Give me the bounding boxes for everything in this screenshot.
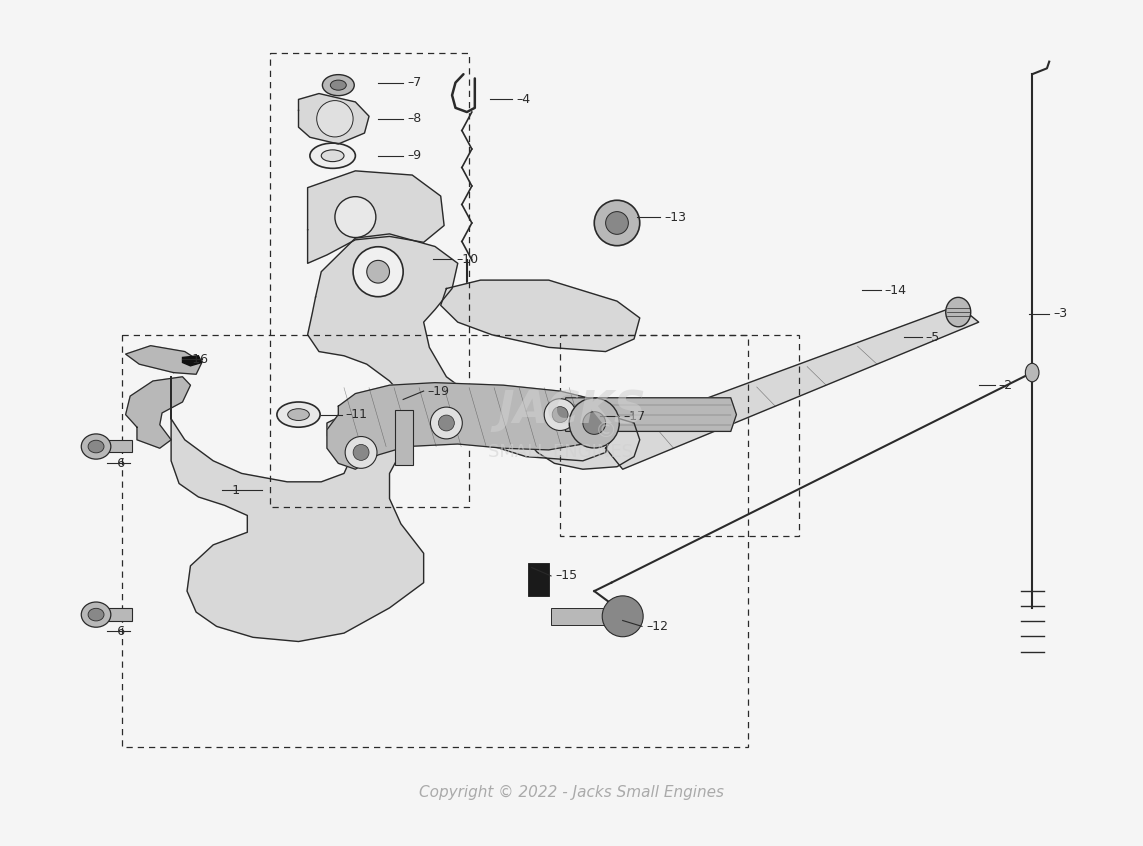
Circle shape xyxy=(583,412,606,434)
Text: –2: –2 xyxy=(999,379,1013,392)
Circle shape xyxy=(431,407,462,439)
Ellipse shape xyxy=(88,608,104,621)
Polygon shape xyxy=(183,356,202,365)
Ellipse shape xyxy=(321,150,344,162)
Text: –11: –11 xyxy=(345,408,368,421)
Ellipse shape xyxy=(88,440,104,453)
Text: –1: –1 xyxy=(226,484,240,497)
Bar xyxy=(85,608,133,620)
Text: –9: –9 xyxy=(407,149,422,162)
Text: Copyright © 2022 - Jacks Small Engines: Copyright © 2022 - Jacks Small Engines xyxy=(419,785,724,800)
Polygon shape xyxy=(298,94,369,144)
Text: –12: –12 xyxy=(646,620,668,633)
Polygon shape xyxy=(560,398,736,431)
Polygon shape xyxy=(327,382,612,470)
Circle shape xyxy=(439,415,455,431)
Ellipse shape xyxy=(288,409,310,420)
Text: –7: –7 xyxy=(407,76,422,89)
Circle shape xyxy=(367,261,390,283)
Circle shape xyxy=(569,398,620,448)
Ellipse shape xyxy=(330,80,346,91)
Polygon shape xyxy=(441,280,640,352)
Bar xyxy=(528,563,549,596)
Bar xyxy=(560,335,799,536)
Text: –3: –3 xyxy=(1053,307,1068,321)
Text: –6: –6 xyxy=(111,457,126,470)
Text: ©: © xyxy=(594,421,617,442)
Ellipse shape xyxy=(81,602,111,627)
Text: –5: –5 xyxy=(926,331,940,343)
Ellipse shape xyxy=(81,434,111,459)
Text: –13: –13 xyxy=(664,211,686,223)
Text: –15: –15 xyxy=(555,569,577,582)
Text: –10: –10 xyxy=(456,253,478,266)
Text: –16: –16 xyxy=(186,353,208,365)
Ellipse shape xyxy=(277,402,320,427)
Circle shape xyxy=(353,247,403,297)
Bar xyxy=(122,335,748,746)
Circle shape xyxy=(606,212,629,234)
Polygon shape xyxy=(307,171,445,263)
Circle shape xyxy=(594,201,640,245)
Text: JACKS: JACKS xyxy=(497,389,646,432)
Circle shape xyxy=(544,398,576,431)
Polygon shape xyxy=(126,346,202,374)
Ellipse shape xyxy=(322,74,354,96)
Text: –14: –14 xyxy=(885,283,906,297)
Text: –17: –17 xyxy=(623,409,646,423)
Polygon shape xyxy=(126,376,191,448)
Bar xyxy=(85,440,133,453)
Bar xyxy=(551,608,620,624)
Circle shape xyxy=(602,596,644,637)
Circle shape xyxy=(335,196,376,238)
Polygon shape xyxy=(606,305,978,470)
Ellipse shape xyxy=(310,143,355,168)
Text: –6: –6 xyxy=(111,625,126,638)
Ellipse shape xyxy=(945,297,970,327)
Ellipse shape xyxy=(1025,363,1039,382)
Text: SMALL ENGINES: SMALL ENGINES xyxy=(488,443,632,461)
Text: –19: –19 xyxy=(427,385,449,398)
Circle shape xyxy=(353,444,369,460)
Polygon shape xyxy=(171,376,640,641)
Circle shape xyxy=(345,437,377,469)
Bar xyxy=(395,410,414,465)
Circle shape xyxy=(317,101,353,137)
Polygon shape xyxy=(307,233,612,461)
Circle shape xyxy=(552,407,568,422)
Bar xyxy=(270,53,469,507)
Text: –8: –8 xyxy=(407,113,422,125)
Text: –4: –4 xyxy=(517,93,530,106)
